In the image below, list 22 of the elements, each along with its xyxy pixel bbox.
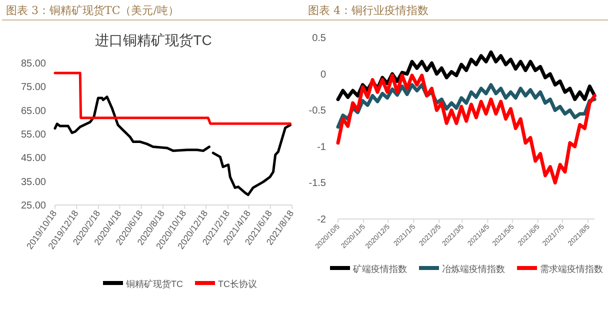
y-tick-label: 35.00 [20, 176, 46, 188]
y-tick-label: -0.5 [308, 106, 326, 117]
legend-label: 冶炼端疫情指数 [442, 264, 505, 274]
legend-label: 铜精矿现货TC [125, 279, 184, 289]
legend-label: 矿端疫情指数 [352, 264, 407, 274]
y-tick-label: -1.5 [308, 178, 326, 190]
y-tick-label: 45.00 [20, 153, 46, 164]
y-tick-label: -2 [317, 214, 326, 226]
y-tick-label: 75.00 [20, 82, 46, 94]
y-tick-label: 65.00 [20, 106, 46, 117]
y-tick-label: 0 [320, 69, 326, 80]
chart-title: 图表 4：铜行业疫情指数 [308, 4, 428, 17]
chart-subtitle: 进口铜精矿现货TC [95, 32, 212, 48]
y-tick-label: 25.00 [20, 200, 46, 212]
y-tick-label: -1 [317, 142, 326, 153]
legend-label: 需求端疫情指数 [540, 264, 603, 274]
y-tick-label: 55.00 [20, 130, 46, 140]
legend-label: TC长协议 [218, 279, 257, 289]
y-tick-label: 0.5 [312, 33, 326, 44]
chart-title: 图表 3：铜精矿现货TC（美元/吨） [6, 4, 179, 17]
line-series [336, 74, 596, 184]
y-tick-label: 85.00 [20, 58, 46, 70]
